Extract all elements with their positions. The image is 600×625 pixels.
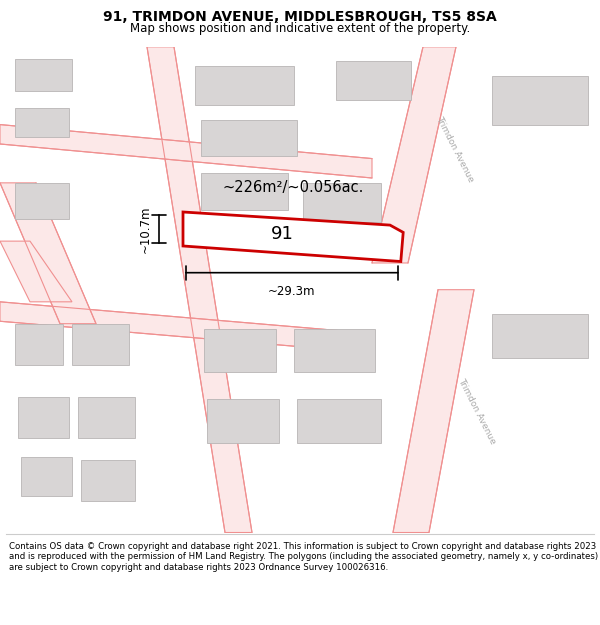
Text: Trimdon Avenue: Trimdon Avenue [457,377,497,446]
Polygon shape [0,302,372,353]
Polygon shape [201,173,288,209]
Polygon shape [195,66,294,105]
Polygon shape [18,396,69,437]
Polygon shape [207,399,279,442]
Text: Trimdon Avenue: Trimdon Avenue [434,114,475,183]
Polygon shape [336,61,411,100]
Polygon shape [78,396,135,437]
Polygon shape [297,399,381,442]
Polygon shape [15,59,72,91]
Text: ~29.3m: ~29.3m [268,285,316,298]
Polygon shape [492,76,588,124]
Polygon shape [15,324,63,365]
Polygon shape [0,183,96,324]
Polygon shape [147,47,252,532]
Polygon shape [201,120,297,156]
Text: Contains OS data © Crown copyright and database right 2021. This information is : Contains OS data © Crown copyright and d… [9,542,598,571]
Polygon shape [372,47,456,263]
Text: 91, TRIMDON AVENUE, MIDDLESBROUGH, TS5 8SA: 91, TRIMDON AVENUE, MIDDLESBROUGH, TS5 8… [103,10,497,24]
Polygon shape [81,459,135,501]
Polygon shape [303,183,381,222]
Text: ~10.7m: ~10.7m [139,205,152,252]
Polygon shape [204,329,276,372]
Polygon shape [294,329,375,372]
Polygon shape [0,124,372,178]
Text: ~226m²/~0.056ac.: ~226m²/~0.056ac. [222,180,364,195]
Polygon shape [393,290,474,532]
Polygon shape [72,324,129,365]
Text: 91: 91 [271,225,293,243]
Text: Map shows position and indicative extent of the property.: Map shows position and indicative extent… [130,22,470,35]
Polygon shape [492,314,588,358]
Polygon shape [0,241,72,302]
Polygon shape [15,107,69,137]
Polygon shape [183,212,403,261]
Polygon shape [21,458,72,496]
Polygon shape [15,183,69,219]
